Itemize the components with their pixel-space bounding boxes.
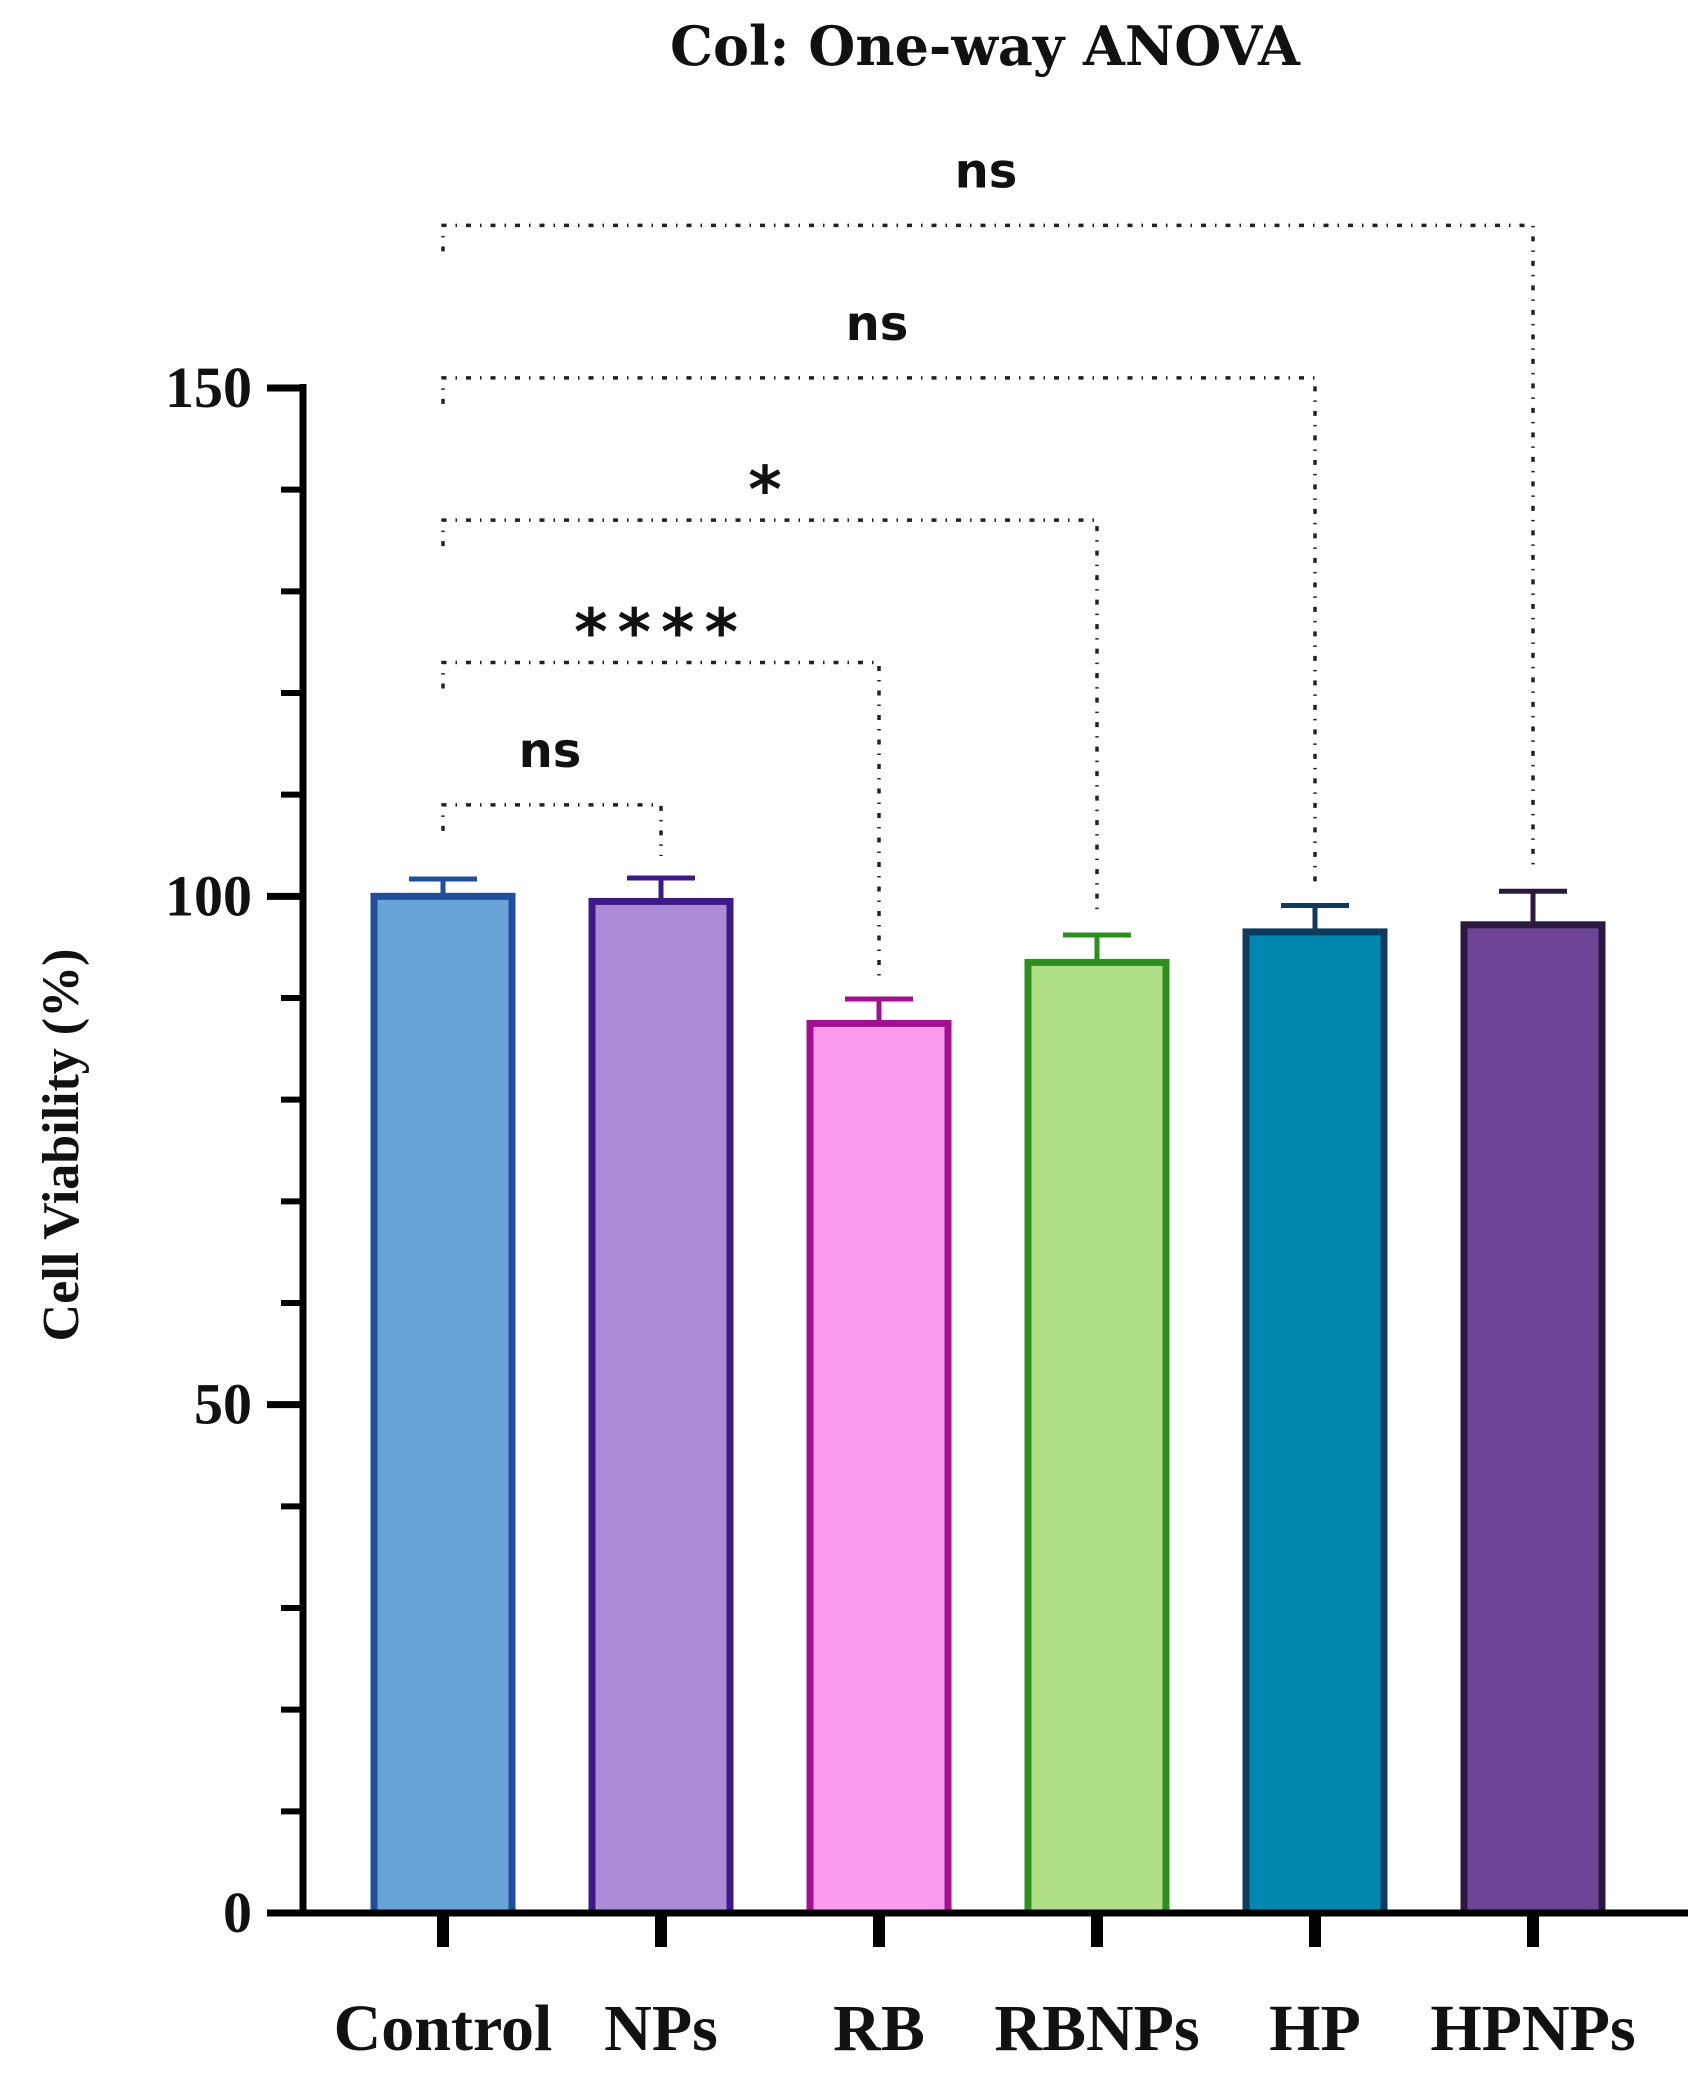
x-tick-label-rbnps: RBNPs — [994, 1992, 1199, 2065]
y-axis-label: Cell Viability (%) — [33, 949, 90, 1342]
bracket-control-vs-rbnps — [441, 518, 1099, 913]
x-tick-label-hpnps: HPNPs — [1430, 1992, 1635, 2065]
significance-label-rbnps: * — [748, 454, 791, 528]
bar-nps — [588, 897, 734, 1917]
y-tick-label: 50 — [194, 1372, 252, 1437]
chart-title: Col: One-way ANOVA — [670, 14, 1301, 78]
significance-label-rb: **** — [574, 597, 748, 671]
x-tick-label-rb: RB — [833, 1992, 925, 2065]
bar-rbnps — [1024, 958, 1170, 1917]
axes: 0 50 100 150 Control NPs RB RBNPs HP HPNPs — [165, 355, 1688, 2065]
y-tick-label: 100 — [165, 863, 252, 928]
bar-control — [370, 892, 516, 1917]
significance-label-nps: ns — [519, 723, 582, 779]
significance-label-hp: ns — [846, 296, 909, 352]
bar-hpnps — [1460, 921, 1606, 1917]
y-tick-label: 150 — [165, 355, 252, 420]
y-tick-label: 0 — [223, 1880, 252, 1945]
x-tick-label-control: Control — [334, 1992, 553, 2065]
x-tick-label-nps: NPs — [604, 1992, 718, 2065]
x-tick-label-hp: HP — [1269, 1992, 1361, 2065]
significance-brackets: ns ***** ns ns — [441, 143, 1535, 978]
bracket-control-vs-hpnps — [441, 223, 1535, 870]
bar-series — [370, 875, 1606, 1917]
bracket-control-vs-nps — [441, 803, 663, 857]
bar-rb — [806, 1019, 952, 1917]
bar-hp — [1242, 928, 1388, 1917]
significance-label-hpnps: ns — [955, 143, 1018, 199]
